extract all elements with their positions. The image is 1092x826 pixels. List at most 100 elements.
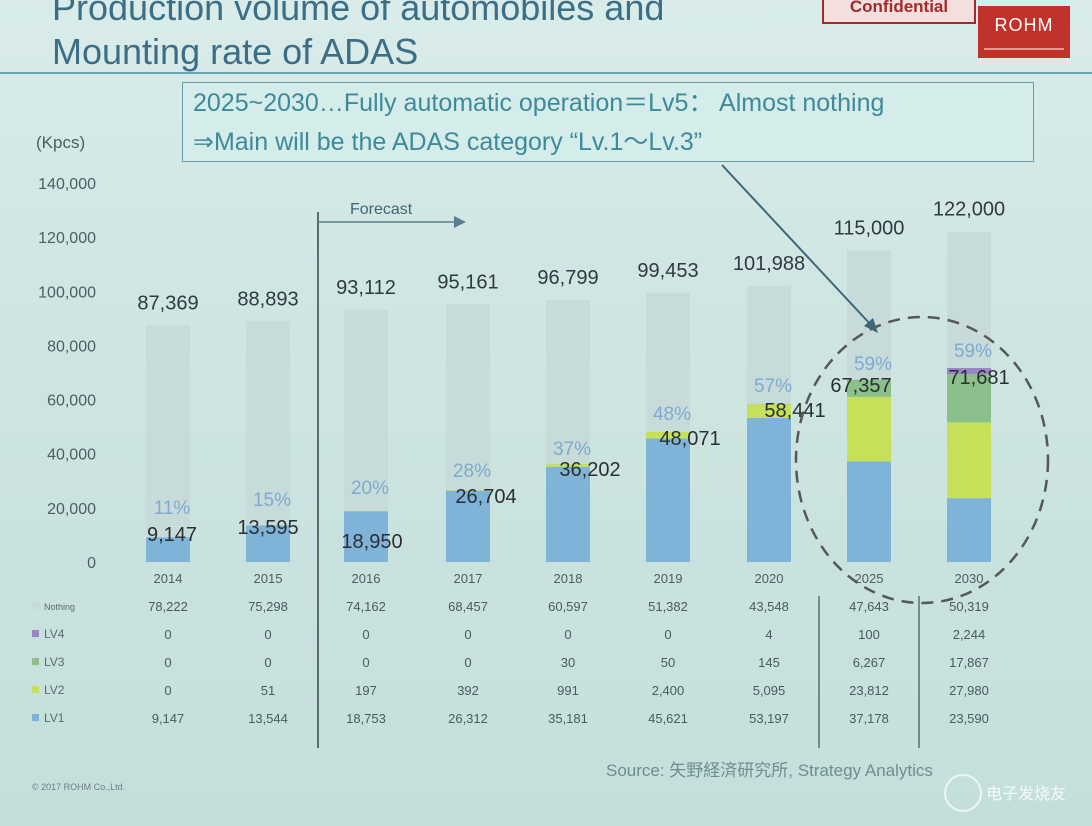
x-tick-label: 2020: [755, 571, 784, 586]
bar-lv2: [847, 396, 891, 462]
table-cell: 2,244: [953, 627, 986, 642]
total-label: 87,369: [137, 292, 198, 314]
bar-lv1: [747, 417, 791, 562]
table-cell: 0: [464, 627, 471, 642]
highlight-circle: [794, 315, 1050, 605]
y-tick-label: 140,000: [38, 176, 96, 193]
table-cell: 23,812: [849, 683, 889, 698]
x-tick-label: 2030: [955, 571, 984, 586]
table-cell: 43,548: [749, 599, 789, 614]
rohm-logo: ROHM: [978, 6, 1070, 58]
adas-rate-label: 20%: [351, 478, 389, 499]
table-cell: 51: [261, 683, 275, 698]
table-cell: 23,590: [949, 711, 989, 726]
table-cell: 50: [661, 655, 675, 670]
table-cell: 145: [758, 655, 780, 670]
y-tick-label: 0: [87, 555, 96, 572]
table-cell: 45,621: [648, 711, 688, 726]
adas-total-label: 48,071: [659, 428, 720, 450]
bar-lv2: [446, 489, 490, 491]
adas-total-label: 26,704: [455, 486, 516, 508]
adas-total-label: 18,950: [341, 531, 402, 553]
table-cell: 35,181: [548, 711, 588, 726]
x-tick-label: 2018: [554, 571, 583, 586]
table-cell: 0: [264, 627, 271, 642]
bar-nothing: [947, 231, 991, 368]
bar-lv4: [947, 367, 991, 375]
total-label: 101,988: [733, 253, 805, 275]
table-row-label: LV2: [44, 683, 65, 697]
adas-total-label: 13,595: [237, 517, 298, 539]
table-cell: 51,382: [648, 599, 688, 614]
forecast-label: Forecast: [350, 201, 413, 218]
bar-nothing: [546, 299, 590, 464]
bar-lv1: [947, 498, 991, 562]
y-tick-label: 40,000: [47, 447, 96, 464]
y-tick-label: 100,000: [38, 284, 96, 301]
bar-nothing: [847, 250, 891, 380]
adas-total-label: 67,357: [830, 375, 891, 397]
callout-line-1: 2025~2030…Fully automatic operation＝Lv5：…: [193, 89, 885, 117]
legend-swatch-lv3: [32, 658, 39, 665]
x-tick-label: 2015: [254, 571, 283, 586]
table-row-label: LV4: [44, 627, 65, 641]
callout-pointer-head: [864, 318, 878, 333]
table-cell: 991: [557, 683, 579, 698]
table-cell: 47,643: [849, 599, 889, 614]
table-cell: 0: [362, 655, 369, 670]
legend-swatch-nothing: [32, 602, 39, 609]
adas-total-label: 71,681: [948, 367, 1009, 389]
callout-line-2: ⇒Main will be the ADAS category “Lv.1～Lv…: [193, 128, 703, 156]
table-cell: 75,298: [248, 599, 288, 614]
forecast-arrow-head: [454, 216, 466, 228]
table-cell: 392: [457, 683, 479, 698]
table-cell: 0: [164, 683, 171, 698]
adas-rate-label: 59%: [954, 341, 992, 362]
x-tick-label: 2019: [654, 571, 683, 586]
table-row-label: Nothing: [44, 602, 75, 612]
table-cell: 68,457: [448, 599, 488, 614]
title-divider: [0, 72, 1092, 74]
table-cell: 0: [362, 627, 369, 642]
bar-lv1: [646, 438, 690, 562]
total-label: 88,893: [237, 288, 298, 310]
legend-swatch-lv1: [32, 714, 39, 721]
bar-lv1: [546, 466, 590, 562]
callout-box: 2025~2030…Fully automatic operation＝Lv5：…: [182, 82, 1034, 162]
bar-lv1: [847, 461, 891, 562]
y-tick-label: 20,000: [47, 501, 96, 518]
table-cell: 6,267: [853, 655, 886, 670]
table-cell: 60,597: [548, 599, 588, 614]
adas-rate-label: 11%: [154, 498, 191, 519]
x-tick-label: 2025: [855, 571, 884, 586]
watermark-text: 电子发烧友: [986, 786, 1067, 803]
confidential-stamp: Confidential: [822, 0, 976, 24]
table-cell: 0: [664, 627, 671, 642]
total-label: 96,799: [537, 267, 598, 289]
table-cell: 37,178: [849, 711, 889, 726]
y-axis-unit: (Kpcs): [36, 133, 86, 152]
table-cell: 13,544: [248, 711, 288, 726]
watermark-icon: [944, 774, 982, 812]
adas-rate-label: 28%: [453, 461, 491, 482]
callout-pointer: [721, 164, 873, 327]
table-cell: 74,162: [346, 599, 386, 614]
bar-lv3: [847, 379, 891, 397]
table-cell: 197: [355, 683, 377, 698]
table-cell: 27,980: [949, 683, 989, 698]
bar-nothing: [146, 325, 190, 538]
table-cell: 78,222: [148, 599, 188, 614]
table-cell: 18,753: [346, 711, 386, 726]
table-cell: 100: [858, 627, 880, 642]
bar-lv2: [344, 510, 388, 512]
bar-nothing: [747, 285, 791, 404]
table-cell: 53,197: [749, 711, 789, 726]
title-line-1: Production volume of automobiles and: [52, 0, 665, 28]
adas-rate-label: 48%: [653, 404, 691, 425]
adas-total-label: 36,202: [559, 459, 620, 481]
total-label: 115,000: [834, 218, 905, 240]
table-cell: 4: [765, 627, 772, 642]
table-cell: 17,867: [949, 655, 989, 670]
bar-nothing: [646, 292, 690, 432]
bar-lv1: [344, 511, 388, 562]
